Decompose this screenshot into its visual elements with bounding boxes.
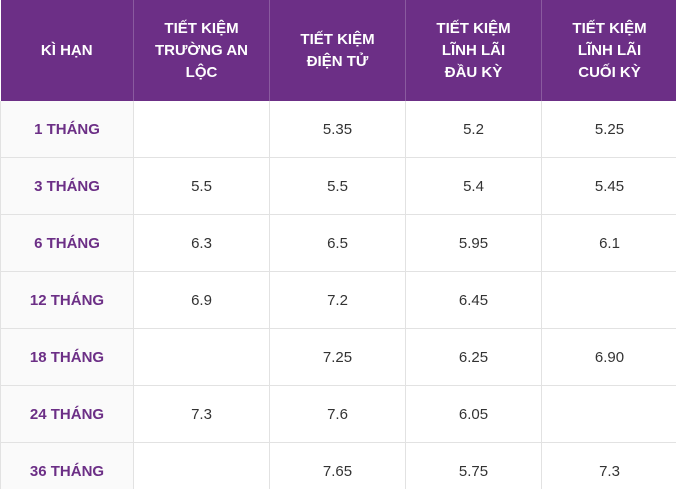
rate-cell: 6.45 (405, 271, 542, 329)
table-row: 24 THÁNG 7.3 7.6 6.05 (0, 385, 676, 443)
rate-cell: 5.25 (541, 101, 676, 158)
rate-cell (133, 328, 270, 386)
rate-cell (541, 385, 676, 443)
table-row: 3 THÁNG 5.5 5.5 5.4 5.45 (0, 157, 676, 215)
rate-cell: 7.25 (269, 328, 406, 386)
rate-cell: 6.05 (405, 385, 542, 443)
rate-cell: 5.45 (541, 157, 676, 215)
rate-cell: 5.2 (405, 101, 542, 158)
header-cell: KÌ HẠN (0, 0, 134, 101)
rate-cell (541, 271, 676, 329)
rate-cell: 6.9 (133, 271, 270, 329)
table-row: 18 THÁNG 7.25 6.25 6.90 (0, 328, 676, 386)
rate-cell: 7.2 (269, 271, 406, 329)
table-row: 12 THÁNG 6.9 7.2 6.45 (0, 271, 676, 329)
rate-cell: 6.1 (541, 214, 676, 272)
rate-cell: 5.5 (269, 157, 406, 215)
header-cell: TIẾT KIỆM LĨNH LÃI ĐẦU KỲ (405, 0, 542, 101)
rate-cell: 5.75 (405, 442, 542, 489)
header-row: KÌ HẠN TIẾT KIỆM TRƯỜNG AN LỘC TIẾT KIỆM Đ… (0, 0, 676, 101)
rate-cell: 7.3 (133, 385, 270, 443)
term-cell: 24 THÁNG (0, 385, 134, 443)
table-row: 36 THÁNG 7.65 5.75 7.3 (0, 442, 676, 489)
rate-cell: 6.25 (405, 328, 542, 386)
rate-cell: 5.5 (133, 157, 270, 215)
rate-cell: 6.5 (269, 214, 406, 272)
rate-cell: 7.3 (541, 442, 676, 489)
rate-cell: 5.95 (405, 214, 542, 272)
rate-cell (133, 442, 270, 489)
header-cell: TIẾT KIỆM TRƯỜNG AN LỘC (133, 0, 270, 101)
table-row: 1 THÁNG 5.35 5.2 5.25 (0, 101, 676, 158)
rate-cell: 7.6 (269, 385, 406, 443)
header-cell: TIẾT KIỆM LĨNH LÃI CUỐI KỲ (541, 0, 676, 101)
term-cell: 3 THÁNG (0, 157, 134, 215)
rate-cell: 6.90 (541, 328, 676, 386)
term-cell: 12 THÁNG (0, 271, 134, 329)
table-body: 1 THÁNG 5.35 5.2 5.25 3 THÁNG 5.5 5.5 5.4 5.45 6 … (0, 101, 676, 489)
term-cell: 1 THÁNG (0, 101, 134, 158)
header-cell: TIẾT KIỆM ĐIỆN TỬ (269, 0, 406, 101)
term-cell: 18 THÁNG (0, 328, 134, 386)
table-row: 6 THÁNG 6.3 6.5 5.95 6.1 (0, 214, 676, 272)
rate-cell: 7.65 (269, 442, 406, 489)
rate-cell: 5.4 (405, 157, 542, 215)
term-cell: 6 THÁNG (0, 214, 134, 272)
rate-cell: 5.35 (269, 101, 406, 158)
term-cell: 36 THÁNG (0, 442, 134, 489)
rate-cell: 6.3 (133, 214, 270, 272)
rate-cell (133, 101, 270, 158)
